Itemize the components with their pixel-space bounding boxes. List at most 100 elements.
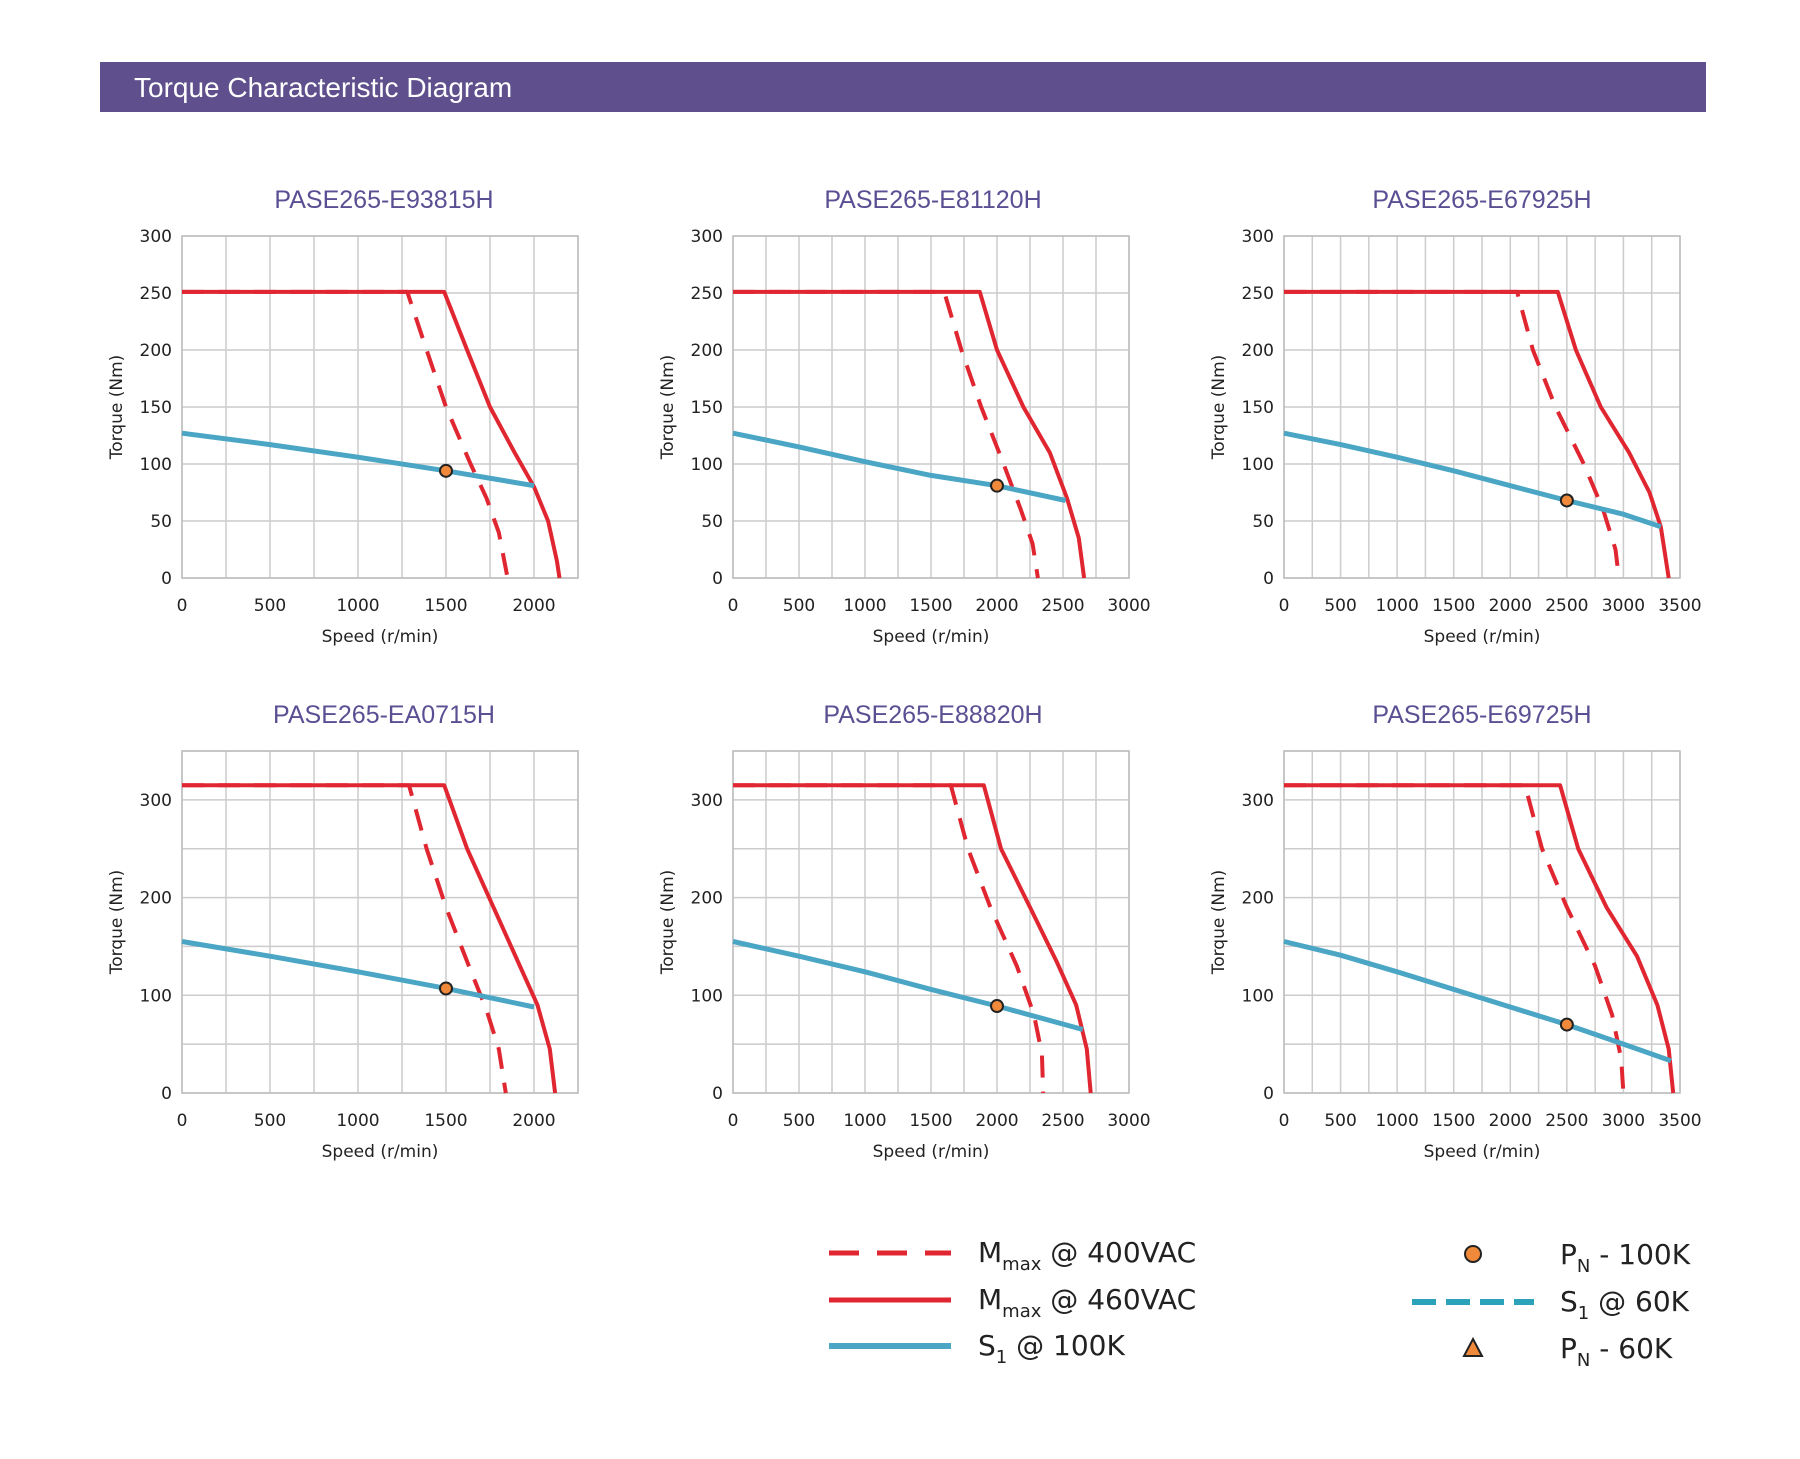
x-tick-label: 3500 bbox=[1658, 1111, 1701, 1131]
series-line-mmax-460vac bbox=[182, 289, 562, 579]
x-tick-label: 500 bbox=[783, 1111, 815, 1131]
y-tick-label: 200 bbox=[691, 889, 723, 909]
x-tick-label: 0 bbox=[177, 596, 188, 616]
y-tick-label: 0 bbox=[1263, 1084, 1274, 1104]
series-line-s1-100k bbox=[732, 430, 1067, 503]
x-tick-label: 1000 bbox=[843, 596, 886, 616]
x-tick-label: 1500 bbox=[1432, 596, 1475, 616]
series-line-mmax-400vac bbox=[182, 783, 508, 1094]
x-tick-label: 2500 bbox=[1041, 596, 1084, 616]
y-tick-label: 100 bbox=[140, 986, 172, 1006]
x-tick-label: 500 bbox=[1324, 1111, 1356, 1131]
y-axis-label: Torque (Nm) bbox=[658, 870, 678, 976]
y-tick-label: 100 bbox=[140, 455, 172, 475]
chart-title: PASE265-E93815H bbox=[274, 186, 493, 214]
plot-frame bbox=[181, 750, 579, 1094]
series-line-s1-100k bbox=[1283, 430, 1662, 530]
y-tick-label: 200 bbox=[1242, 341, 1274, 361]
y-tick-label: 150 bbox=[1242, 398, 1274, 418]
x-tick-label: 0 bbox=[728, 1111, 739, 1131]
x-tick-label: 0 bbox=[1279, 596, 1290, 616]
x-tick-label: 2000 bbox=[512, 596, 555, 616]
y-tick-label: 0 bbox=[712, 569, 723, 589]
x-tick-label: 2000 bbox=[975, 1111, 1018, 1131]
chart-2: 0 500 1000 1500 2000 2500 3000 0 50 100 150 200 250 3… bbox=[658, 186, 1151, 647]
header-bar: Torque Characteristic Diagram bbox=[100, 62, 1706, 112]
x-tick-label: 1500 bbox=[424, 1111, 467, 1131]
pn-100k-marker bbox=[1559, 1017, 1574, 1032]
y-tick-label: 250 bbox=[1242, 284, 1274, 304]
x-tick-label: 3500 bbox=[1658, 596, 1701, 616]
plot-frame bbox=[732, 235, 1130, 579]
x-axis-label: Speed (r/min) bbox=[873, 1142, 990, 1162]
y-axis-label: Torque (Nm) bbox=[658, 355, 678, 461]
plot-frame bbox=[1283, 750, 1681, 1094]
x-tick-label: 1000 bbox=[843, 1111, 886, 1131]
y-axis-label: Torque (Nm) bbox=[1209, 870, 1229, 976]
y-tick-label: 300 bbox=[691, 227, 723, 247]
y-tick-label: 0 bbox=[712, 1084, 723, 1104]
series-line-mmax-460vac bbox=[1284, 289, 1671, 579]
plot-frame bbox=[1283, 235, 1681, 579]
y-axis-label: Torque (Nm) bbox=[107, 355, 127, 461]
x-tick-label: 3000 bbox=[1602, 596, 1645, 616]
y-tick-label: 300 bbox=[140, 791, 172, 811]
series-line-s1-100k bbox=[1283, 939, 1672, 1064]
x-tick-label: 0 bbox=[177, 1111, 188, 1131]
y-tick-label: 100 bbox=[1242, 455, 1274, 475]
y-tick-label: 250 bbox=[691, 284, 723, 304]
chart-4: 0 500 1000 1500 2000 0 100 200 300 Speed (r/min) T… bbox=[107, 701, 579, 1162]
y-tick-label: 0 bbox=[1263, 569, 1274, 589]
header-title: Torque Characteristic Diagram bbox=[134, 72, 513, 103]
series-line-mmax-400vac bbox=[1284, 289, 1621, 579]
x-axis-label: Speed (r/min) bbox=[1424, 627, 1541, 647]
chart-5: 0 500 1000 1500 2000 2500 3000 0 100 200 300 Speed … bbox=[658, 701, 1151, 1162]
x-tick-label: 2500 bbox=[1545, 596, 1588, 616]
x-tick-label: 500 bbox=[254, 596, 286, 616]
chart-title: PASE265-EA0715H bbox=[273, 701, 495, 729]
y-tick-label: 0 bbox=[161, 1084, 172, 1104]
y-tick-label: 50 bbox=[701, 512, 723, 532]
y-tick-label: 300 bbox=[1242, 791, 1274, 811]
series-line-mmax-400vac bbox=[733, 289, 1040, 579]
plot-frame bbox=[732, 750, 1130, 1094]
x-tick-label: 3000 bbox=[1107, 1111, 1150, 1131]
x-axis-label: Speed (r/min) bbox=[322, 627, 439, 647]
y-tick-label: 200 bbox=[1242, 889, 1274, 909]
series-line-mmax-460vac bbox=[1284, 783, 1676, 1094]
x-tick-label: 2000 bbox=[512, 1111, 555, 1131]
series-line-mmax-460vac bbox=[733, 783, 1093, 1094]
x-tick-label: 1500 bbox=[909, 596, 952, 616]
chart-1: 0 500 1000 1500 2000 0 50 100 150 200 250 300 Speed … bbox=[107, 186, 579, 647]
series-line-s1-100k bbox=[732, 939, 1084, 1032]
y-tick-label: 150 bbox=[691, 398, 723, 418]
y-tick-label: 50 bbox=[1252, 512, 1274, 532]
y-tick-label: 0 bbox=[161, 569, 172, 589]
x-tick-label: 1500 bbox=[424, 596, 467, 616]
x-tick-label: 3000 bbox=[1602, 1111, 1645, 1131]
y-tick-label: 100 bbox=[1242, 986, 1274, 1006]
x-tick-label: 500 bbox=[254, 1111, 286, 1131]
x-tick-label: 0 bbox=[1279, 1111, 1290, 1131]
chart-6: 0 500 1000 1500 2000 2500 3000 3500 0 100 200 300 Sp… bbox=[1209, 701, 1702, 1162]
chart-title: PASE265-E88820H bbox=[823, 701, 1042, 729]
x-tick-label: 1000 bbox=[336, 1111, 379, 1131]
y-tick-label: 200 bbox=[691, 341, 723, 361]
x-tick-label: 2000 bbox=[1489, 596, 1532, 616]
y-tick-label: 100 bbox=[691, 455, 723, 475]
plot-frame bbox=[181, 235, 579, 579]
pn-100k-marker bbox=[990, 478, 1004, 493]
series-line-mmax-400vac bbox=[182, 289, 510, 579]
x-tick-label: 2000 bbox=[1489, 1111, 1532, 1131]
pn-100k-marker bbox=[1559, 493, 1574, 508]
chart-title: PASE265-E81120H bbox=[824, 186, 1041, 214]
chart-title: PASE265-E69725H bbox=[1372, 701, 1591, 729]
x-tick-label: 500 bbox=[1324, 596, 1356, 616]
x-tick-label: 1000 bbox=[336, 596, 379, 616]
x-tick-label: 3000 bbox=[1107, 596, 1150, 616]
y-tick-label: 50 bbox=[150, 512, 172, 532]
x-axis-label: Speed (r/min) bbox=[873, 627, 990, 647]
y-axis-label: Torque (Nm) bbox=[107, 870, 127, 976]
y-axis-label: Torque (Nm) bbox=[1209, 355, 1229, 461]
